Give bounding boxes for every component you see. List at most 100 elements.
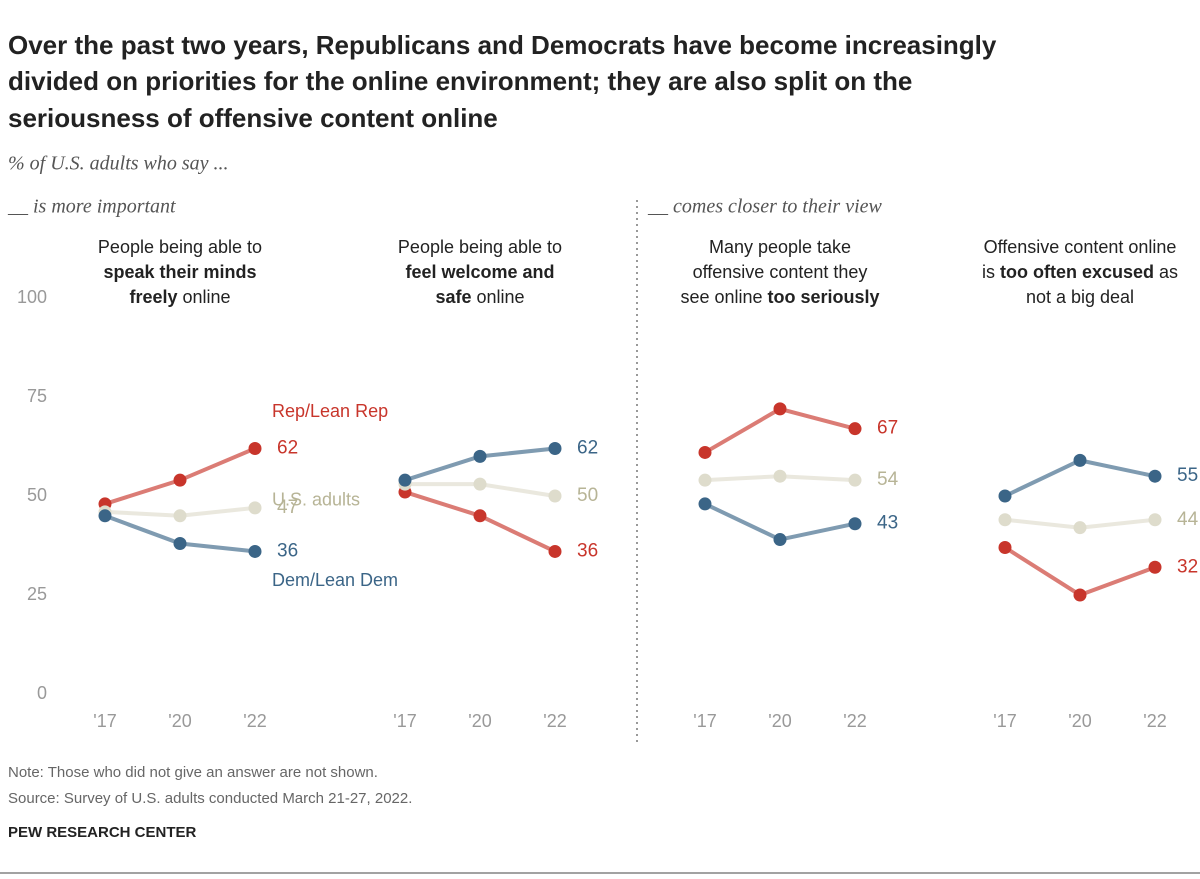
subtitle: % of U.S. adults who say ... [8, 153, 229, 175]
panel-title: offensive content they [693, 262, 868, 282]
series-line [1003, 545, 1156, 598]
series-line [703, 406, 856, 455]
x-tick-label: '17 [993, 711, 1016, 731]
x-tick-label: '17 [93, 711, 116, 731]
point [698, 445, 712, 459]
credit: PEW RESEARCH CENTER [8, 824, 197, 841]
y-tick-label: 50 [27, 485, 47, 505]
y-tick-label: 75 [27, 386, 47, 406]
point [1073, 588, 1087, 602]
section-heading: __ comes closer to their view [647, 196, 882, 218]
panel-title-part: too often excused [1000, 262, 1154, 282]
x-tick-label: '20 [468, 711, 491, 731]
point [998, 489, 1012, 503]
panel-title-part: not a big deal [1026, 287, 1134, 307]
panel-title: speak their minds [103, 262, 256, 282]
panel-title: Many people take [709, 237, 851, 257]
data-label: 36 [277, 540, 298, 561]
title: Over the past two years, Republicans and… [8, 30, 997, 60]
point [848, 473, 862, 487]
point [473, 449, 487, 463]
note: Note: Those who did not give an answer a… [8, 764, 378, 781]
x-tick-label: '22 [843, 711, 866, 731]
panel-title-part: online [471, 287, 524, 307]
x-tick-label: '22 [243, 711, 266, 731]
point [998, 540, 1012, 554]
data-label: 55 [1177, 465, 1198, 486]
panel-title-part: offensive content they [693, 262, 868, 282]
legend-label: Dem/Lean Dem [272, 570, 398, 590]
legend-label: U.S. adults [272, 490, 360, 510]
point [1148, 469, 1162, 483]
panel-title: see online too seriously [680, 287, 879, 307]
x-tick-label: '20 [768, 711, 791, 731]
point [398, 473, 412, 487]
data-label: 43 [877, 513, 898, 534]
panel-title: People being able to [98, 237, 262, 257]
point [1148, 513, 1162, 527]
point [248, 441, 262, 455]
panel-title-part: Many people take [709, 237, 851, 257]
panel-title: not a big deal [1026, 287, 1134, 307]
point [248, 544, 262, 558]
point [698, 497, 712, 511]
x-tick-label: '17 [393, 711, 416, 731]
data-label: 50 [577, 485, 598, 506]
data-label: 62 [277, 437, 298, 458]
panel-title: People being able to [398, 237, 562, 257]
data-label: 54 [877, 469, 899, 490]
point [98, 509, 112, 523]
panel-title: freely online [129, 287, 230, 307]
source: Source: Survey of U.S. adults conducted … [8, 790, 412, 807]
panel-title-part: People being able to [98, 237, 262, 257]
point [548, 441, 562, 455]
legend-label: Rep/Lean Rep [272, 401, 388, 421]
data-label: 47 [277, 497, 298, 518]
point [773, 533, 787, 547]
title: divided on priorities for the online env… [8, 66, 912, 96]
data-label: 67 [877, 418, 898, 439]
data-label: 32 [1177, 556, 1198, 577]
panel-title-part: is [982, 262, 1000, 282]
point [1073, 521, 1087, 535]
point [1073, 453, 1087, 467]
data-label: 36 [577, 540, 598, 561]
point [548, 544, 562, 558]
panel-title-part: People being able to [398, 237, 562, 257]
point [848, 422, 862, 436]
data-label: 44 [1177, 509, 1199, 530]
point [1148, 560, 1162, 574]
panel-title: is too often excused as [982, 262, 1178, 282]
x-tick-label: '20 [168, 711, 191, 731]
point [998, 513, 1012, 527]
data-label: 62 [577, 437, 598, 458]
point [248, 501, 262, 515]
point [173, 537, 187, 551]
y-tick-label: 100 [17, 287, 47, 307]
y-tick-label: 0 [37, 683, 47, 703]
panel-title-part: Offensive content online [984, 237, 1177, 257]
panel-title: Offensive content online [984, 237, 1177, 257]
panel-title: feel welcome and [405, 262, 554, 282]
panel-title-part: online [178, 287, 231, 307]
x-tick-label: '22 [1143, 711, 1166, 731]
panel-title-part: too seriously [768, 287, 880, 307]
point [473, 477, 487, 491]
point [548, 489, 562, 503]
point [173, 473, 187, 487]
point [698, 473, 712, 487]
title: seriousness of offensive content online [8, 103, 498, 133]
point [173, 509, 187, 523]
panel-title-part: feel welcome and [405, 262, 554, 282]
panel-title-part: speak their minds [103, 262, 256, 282]
panel-title-part: safe [435, 287, 471, 307]
y-tick-label: 25 [27, 584, 47, 604]
x-tick-label: '17 [693, 711, 716, 731]
point [773, 402, 787, 416]
x-tick-label: '22 [543, 711, 566, 731]
point [473, 509, 487, 523]
x-tick-label: '20 [1068, 711, 1091, 731]
point [773, 469, 787, 483]
panel-title-part: as [1154, 262, 1178, 282]
point [848, 517, 862, 531]
